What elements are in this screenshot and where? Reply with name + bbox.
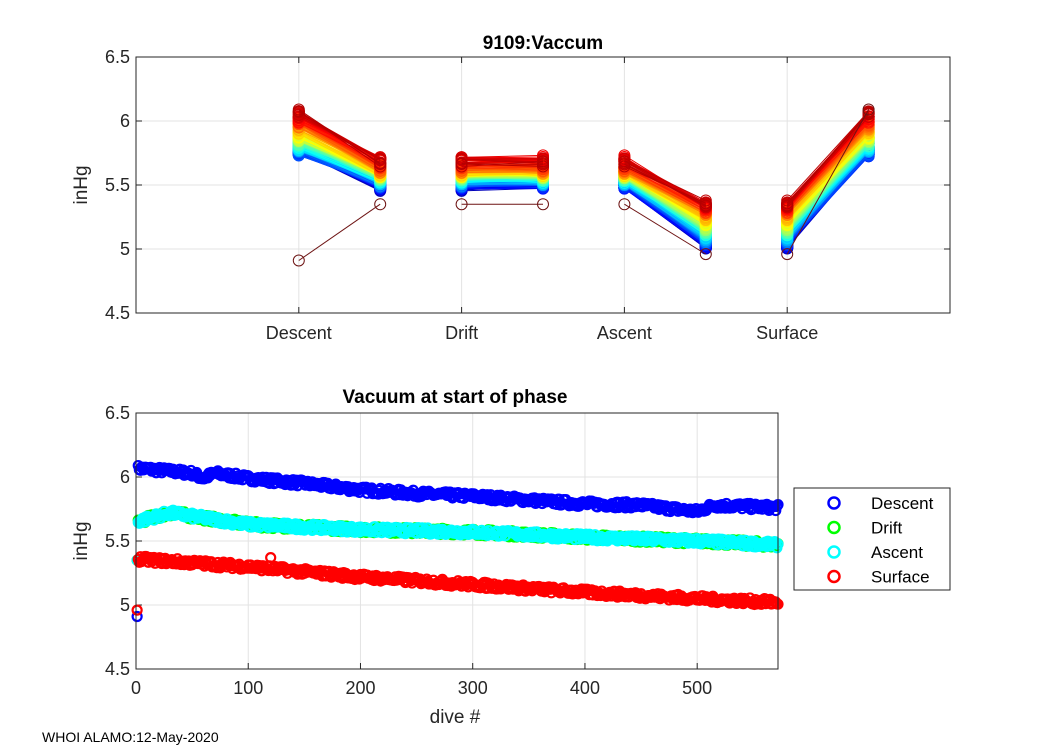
dive-line bbox=[461, 163, 544, 167]
footer-stamp: WHOI ALAMO:12-May-2020 bbox=[42, 729, 219, 745]
data-point bbox=[537, 160, 549, 173]
xtick-label: Ascent bbox=[597, 323, 652, 343]
chart1-title: 9109:Vaccum bbox=[483, 33, 603, 54]
data-point bbox=[374, 198, 387, 211]
ytick-label: 4.5 bbox=[105, 659, 130, 679]
dive-line bbox=[298, 203, 381, 261]
ytick-label: 5.5 bbox=[105, 175, 130, 195]
dive-line bbox=[298, 130, 381, 176]
xtick-label: 100 bbox=[233, 678, 263, 698]
dive-line bbox=[298, 120, 381, 161]
dive-line bbox=[624, 188, 707, 248]
dive-line bbox=[624, 183, 707, 240]
xtick-label: 0 bbox=[131, 678, 141, 698]
data-point bbox=[374, 160, 387, 173]
dive-line bbox=[298, 147, 381, 183]
axes-vacuum-start: 4.5 5 5.5 6 6.5 0 100 200 300 400 500 bbox=[105, 403, 784, 698]
dive-line bbox=[786, 113, 869, 204]
legend-label: Descent bbox=[871, 494, 934, 513]
data-point bbox=[131, 610, 143, 623]
dive-line bbox=[461, 167, 544, 170]
dive-line bbox=[298, 110, 381, 167]
data-point bbox=[455, 160, 468, 173]
data-point bbox=[455, 153, 468, 166]
dive-line bbox=[786, 116, 869, 208]
data-point bbox=[618, 160, 631, 173]
xtick-label: 400 bbox=[570, 678, 600, 698]
data-point bbox=[292, 103, 305, 116]
ytick-label: 5 bbox=[120, 239, 130, 259]
ytick-label: 5.5 bbox=[105, 531, 130, 551]
dive-line bbox=[624, 165, 707, 204]
data-point bbox=[537, 198, 549, 211]
xtick-label: 300 bbox=[458, 678, 488, 698]
xtick-label: 200 bbox=[345, 678, 375, 698]
ytick-label: 6.5 bbox=[105, 403, 130, 423]
dive-line bbox=[298, 123, 381, 172]
dive-line bbox=[624, 182, 707, 237]
axes-phase-transitions: 4.5 5 5.5 6 6.5 Descent Drift Ascent Surface bbox=[105, 47, 951, 343]
legend-label: Surface bbox=[871, 568, 930, 587]
dive-line bbox=[624, 177, 707, 232]
chart1-ylabel: inHg bbox=[71, 165, 92, 204]
xtick-label: Descent bbox=[266, 323, 332, 343]
dive-line bbox=[298, 121, 381, 164]
dive-line bbox=[624, 173, 707, 221]
chart2-title: Vacuum at start of phase bbox=[343, 387, 568, 408]
legend: Descent Drift Ascent Surface bbox=[793, 487, 951, 591]
ytick-label: 4.5 bbox=[105, 303, 130, 323]
ytick-label: 5 bbox=[120, 595, 130, 615]
data-point bbox=[699, 197, 712, 210]
dive-line bbox=[786, 132, 869, 221]
data-point bbox=[781, 248, 794, 261]
data-point bbox=[374, 158, 387, 171]
ytick-label: 6 bbox=[120, 111, 130, 131]
dive-line bbox=[786, 127, 869, 216]
data-point bbox=[618, 152, 631, 165]
data-point bbox=[455, 198, 468, 211]
dive-line bbox=[624, 203, 707, 255]
data-point bbox=[618, 198, 631, 211]
dive-line bbox=[786, 141, 869, 231]
series-descent bbox=[131, 459, 784, 623]
dive-line bbox=[298, 109, 381, 165]
legend-label: Drift bbox=[871, 519, 902, 538]
xtick-label: Drift bbox=[445, 323, 478, 343]
dive-line bbox=[461, 176, 544, 179]
data-point bbox=[537, 155, 549, 168]
chart2-ylabel: inHg bbox=[71, 521, 92, 560]
dive-line bbox=[298, 133, 381, 177]
legend-label: Ascent bbox=[871, 543, 923, 562]
chart2-xlabel: dive # bbox=[430, 707, 481, 728]
dive-line bbox=[786, 154, 869, 244]
dive-lines bbox=[292, 103, 875, 267]
data-point bbox=[292, 254, 305, 267]
dive-line bbox=[461, 158, 544, 163]
dive-line bbox=[624, 168, 707, 213]
xtick-label: 500 bbox=[682, 678, 712, 698]
ytick-label: 6 bbox=[120, 467, 130, 487]
ytick-label: 6.5 bbox=[105, 47, 130, 67]
data-point bbox=[862, 107, 875, 120]
dive-line bbox=[461, 162, 544, 165]
dive-line bbox=[298, 129, 381, 174]
dive-line bbox=[461, 173, 544, 176]
data-point bbox=[781, 197, 794, 210]
dive-line bbox=[786, 109, 870, 255]
data-point bbox=[455, 158, 468, 171]
dive-line bbox=[624, 176, 707, 226]
data-point bbox=[781, 194, 794, 207]
data-point bbox=[699, 248, 712, 261]
xtick-label: Surface bbox=[756, 323, 818, 343]
dive-line bbox=[624, 161, 707, 206]
data-point bbox=[862, 103, 875, 116]
dive-line bbox=[624, 160, 707, 201]
dive-line bbox=[461, 168, 544, 172]
dive-line bbox=[786, 110, 869, 201]
axes-box bbox=[135, 56, 951, 314]
